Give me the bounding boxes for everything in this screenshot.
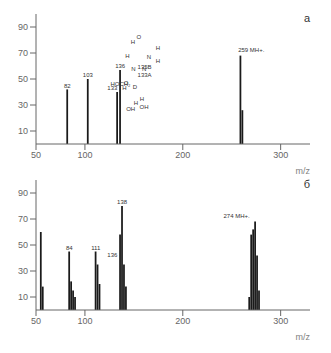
- svg-text:H: H: [131, 39, 135, 45]
- svg-text:259 MH+.: 259 MH+.: [238, 47, 265, 53]
- svg-text:103: 103: [83, 72, 94, 78]
- svg-text:H: H: [122, 85, 127, 92]
- svg-text:N: N: [147, 54, 151, 60]
- svg-text:136: 136: [115, 63, 126, 69]
- svg-text:90: 90: [18, 22, 28, 32]
- svg-text:50: 50: [18, 240, 28, 250]
- svg-text:274 MH+.: 274 MH+.: [224, 213, 251, 219]
- svg-text:H: H: [156, 58, 160, 64]
- svg-text:50: 50: [31, 316, 41, 326]
- svg-text:O: O: [136, 34, 141, 40]
- svg-text:OH: OH: [126, 106, 135, 112]
- svg-text:133: 133: [107, 85, 118, 92]
- svg-text:50: 50: [31, 150, 41, 160]
- svg-text:84: 84: [66, 245, 73, 251]
- svg-text:OH: OH: [140, 104, 149, 110]
- svg-text:HOCH₂: HOCH₂: [110, 81, 131, 87]
- svg-text:N: N: [131, 66, 135, 72]
- svg-text:10: 10: [18, 292, 28, 302]
- svg-text:50: 50: [18, 74, 28, 84]
- svg-text:m/z: m/z: [296, 166, 311, 174]
- svg-text:a: a: [304, 12, 311, 24]
- svg-text:200: 200: [175, 150, 190, 160]
- svg-text:300: 300: [273, 150, 288, 160]
- svg-text:10: 10: [18, 126, 28, 136]
- svg-text:133A: 133A: [138, 72, 152, 78]
- svg-text:300: 300: [273, 316, 288, 326]
- svg-text:70: 70: [18, 48, 28, 58]
- svg-text:100: 100: [77, 316, 92, 326]
- svg-text:90: 90: [18, 188, 28, 198]
- svg-text:б: б: [304, 178, 310, 190]
- svg-text:H: H: [133, 100, 138, 107]
- svg-text:136: 136: [107, 252, 118, 258]
- svg-text:H: H: [125, 53, 129, 59]
- svg-text:82: 82: [64, 83, 71, 89]
- svg-text:138: 138: [117, 199, 128, 205]
- svg-text:H: H: [140, 96, 144, 102]
- svg-text:200: 200: [175, 316, 190, 326]
- svg-text:70: 70: [18, 214, 28, 224]
- svg-text:30: 30: [18, 266, 28, 276]
- svg-text:100: 100: [77, 150, 92, 160]
- svg-text:H: H: [156, 45, 160, 51]
- svg-text:111: 111: [91, 245, 101, 251]
- svg-text:135B: 135B: [138, 64, 152, 70]
- svg-text:30: 30: [18, 100, 28, 110]
- svg-text:m/z: m/z: [296, 332, 311, 340]
- svg-text:D: D: [133, 84, 138, 90]
